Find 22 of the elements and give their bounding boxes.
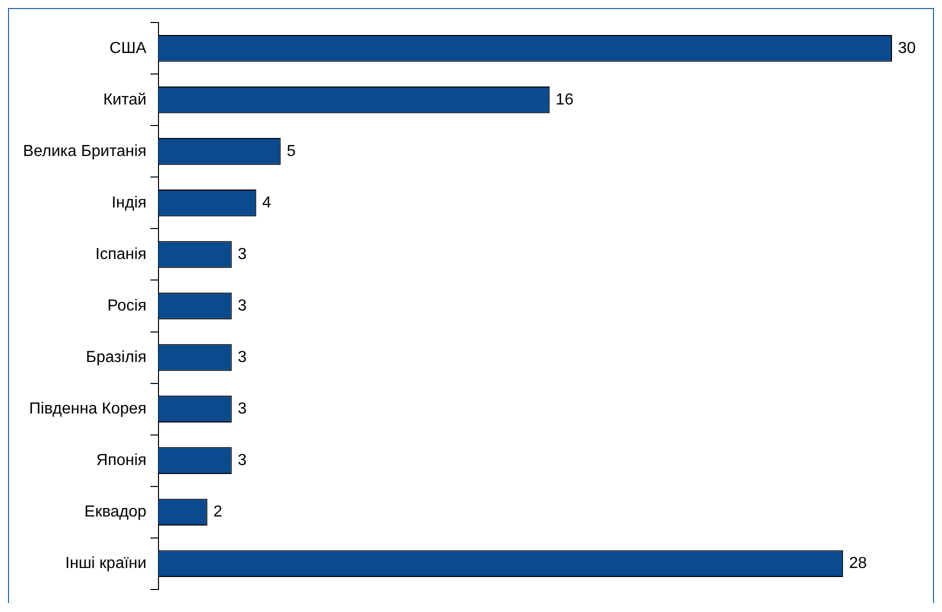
y-tick-label: Велика Британія (22, 142, 146, 160)
y-tick-label: Бразілія (86, 348, 146, 366)
y-tick-label: Іспанія (95, 246, 146, 263)
y-tick-label: Росія (107, 297, 146, 314)
y-tick-label: Японія (96, 452, 146, 469)
data-label: 28 (849, 555, 867, 572)
y-tick-label: Індія (112, 194, 146, 212)
y-tick-label: Китай (103, 91, 146, 108)
data-label: 3 (238, 297, 247, 314)
data-label: 3 (238, 452, 247, 469)
data-label: 3 (238, 348, 247, 366)
y-tick-label: Південна Корея (29, 400, 146, 418)
data-label: 16 (556, 91, 574, 108)
data-label: 5 (286, 142, 296, 160)
y-tick-label: Еквадор (84, 504, 147, 521)
data-label: 3 (238, 246, 247, 263)
data-label: 30 (898, 40, 916, 57)
y-tick-label: США (110, 40, 147, 57)
y-tick-label: Інші країни (65, 555, 146, 572)
data-label: 2 (213, 504, 222, 521)
data-label: 4 (262, 194, 272, 212)
data-label: 3 (238, 400, 247, 418)
